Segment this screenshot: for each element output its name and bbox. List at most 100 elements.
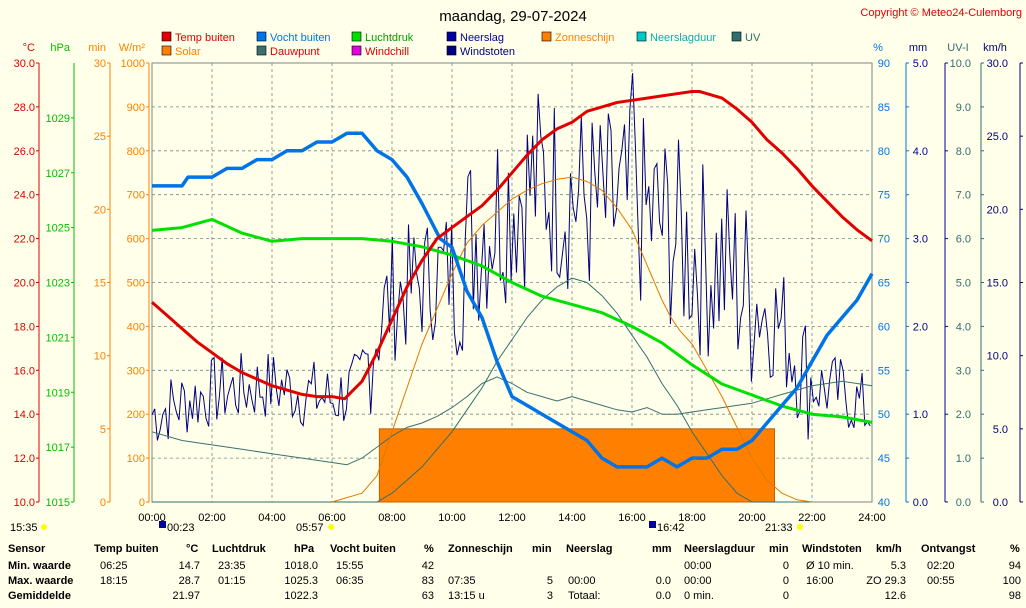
x-tick-label: 10:00: [438, 512, 466, 524]
temp-axis-tick-label: 14.0: [14, 409, 35, 421]
header-pressure: Luchtdruk: [212, 543, 266, 555]
series-luchtdruk: [151, 217, 873, 424]
legend-label: Windstoten: [460, 46, 515, 58]
series-solar: [331, 176, 813, 503]
legend-label: Zonneschijn: [555, 32, 614, 44]
x-tick-label: 00:00: [138, 512, 166, 524]
pressure-axis-tick-label: 1025: [46, 223, 70, 235]
moonrise-icon: [159, 521, 166, 528]
sun-axis-tick-label: 30: [94, 58, 106, 70]
stat-temp-time: 18:15: [100, 575, 128, 587]
legend-swatch: [161, 45, 172, 56]
sun-axis-tick-label: 15: [94, 278, 106, 290]
pressure-axis-tick-label: 1027: [46, 168, 70, 180]
series-uv: [152, 277, 812, 503]
humidity-axis-tick-label: 60: [878, 321, 890, 333]
solar-axis-tick-label: 0: [139, 497, 145, 509]
rain-axis-tick-label: 0.0: [913, 497, 928, 509]
uv-axis-tick-label: 5.0: [956, 278, 971, 290]
header-pressure-unit: hPa: [294, 543, 315, 555]
stat-gusts-val: 5.3: [890, 560, 906, 572]
x-tick-label: 06:00: [318, 512, 346, 524]
legend-swatch: [541, 31, 552, 42]
stat-dew-val: 98: [1008, 590, 1021, 602]
legend-label: Windchill: [365, 46, 409, 58]
pressure-axis-unit: hPa: [50, 42, 70, 54]
header-rainduration: Neerslagduur: [684, 543, 755, 555]
stat-temp-time: 06:25: [100, 560, 128, 572]
humidity-axis-tick-label: 40: [878, 497, 890, 509]
wind-axis-tick-label: 10.0: [987, 351, 1008, 363]
uv-axis-tick-label: 8.0: [956, 146, 971, 158]
uv-axis-tick-label: 6.0: [956, 234, 971, 246]
sunrise-time: 05:57: [296, 522, 324, 534]
temp-axis-tick-label: 28.0: [14, 102, 35, 114]
stat-pressure-val: 1025.3: [284, 575, 318, 587]
legend-label: Temp buiten: [175, 32, 235, 44]
uv-axis-tick-label: 3.0: [956, 365, 971, 377]
copyright-text: Copyright © Meteo24-Culemborg: [860, 7, 1022, 19]
legend-swatch: [256, 45, 267, 56]
sunset-time: 21:33: [765, 522, 793, 534]
sun-axis-tick-label: 5: [100, 424, 106, 436]
legend-label: Luchtdruk: [365, 32, 414, 44]
header-gusts-unit: km/h: [876, 543, 902, 555]
sun-axis-tick-label: 20: [94, 204, 106, 216]
uv-axis-tick-label: 1.0: [956, 453, 971, 465]
x-tick-label: 14:00: [558, 512, 586, 524]
temp-axis-tick-label: 24.0: [14, 190, 35, 202]
stat-rain-time: Totaal:: [568, 590, 601, 602]
stat-gusts-time: Ø 10 min.: [806, 560, 854, 572]
x-tick-label: 12:00: [498, 512, 526, 524]
sunset-icon: [797, 524, 803, 530]
stat-pressure-val: 1022.3: [284, 590, 318, 602]
stat-sun-val: 5: [546, 575, 553, 587]
solar-axis-tick-label: 1000: [121, 58, 145, 70]
chart-title: maandag, 29-07-2024: [439, 8, 587, 25]
statistics-table: Sensor Temp buiten °C Luchtdruk hPa Voch…: [0, 540, 1026, 608]
uv-axis-tick-label: 10.0: [950, 58, 971, 70]
stat-gusts-val: 12.6: [884, 590, 906, 602]
legend-label: UV: [745, 32, 761, 44]
sun-axis-unit: min: [88, 42, 106, 54]
legend-swatch: [636, 31, 647, 42]
humidity-axis-tick-label: 50: [878, 409, 890, 421]
stat-pressure-time: 01:15: [218, 575, 246, 587]
rain-axis-tick-label: 1.0: [913, 409, 928, 421]
header-humidity: Vocht buiten: [330, 543, 396, 555]
solar-axis-tick-label: 600: [127, 234, 145, 246]
stat-sun-val: 3: [546, 590, 553, 602]
legend-swatch: [446, 45, 457, 56]
stat-rd-time: 00:00: [684, 560, 712, 572]
header-temp-unit: °C: [186, 543, 199, 555]
humidity-axis-tick-label: 85: [878, 102, 890, 114]
stat-pressure-val: 1018.0: [284, 560, 318, 572]
stat-temp-val: 28.7: [178, 575, 200, 587]
sunshine-bar: [378, 428, 775, 503]
stat-label: Max. waarde: [8, 575, 74, 587]
legend-swatch: [351, 31, 362, 42]
stat-humidity-val: 63: [421, 590, 434, 602]
temp-axis-tick-label: 18.0: [14, 321, 35, 333]
weather-chart: maandag, 29-07-2024 Copyright © Meteo24-C…: [10, 7, 1023, 534]
stat-humidity-val: 42: [421, 560, 434, 572]
legend-label: Dauwpunt: [270, 46, 320, 58]
x-tick-label: 18:00: [678, 512, 706, 524]
rain-axis-tick-label: 5.0: [913, 58, 928, 70]
temp-axis-tick-label: 30.0: [14, 58, 35, 70]
wind-axis-tick-label: 0.0: [993, 497, 1008, 509]
solar-axis-tick-label: 100: [127, 453, 145, 465]
pressure-axis-tick-label: 1019: [46, 387, 70, 399]
sun-axis-tick-label: 10: [94, 351, 106, 363]
stat-dew-val: 94: [1008, 560, 1021, 572]
stat-rd-val: 0: [782, 575, 789, 587]
wind-axis-tick-label: 20.0: [987, 204, 1008, 216]
pressure-axis-tick-label: 1023: [46, 278, 70, 290]
header-rainduration-unit: min: [769, 543, 789, 555]
stat-rd-val: 0: [782, 590, 789, 602]
wind-axis-tick-label: 30.0: [987, 58, 1008, 70]
legend: Temp buiten Vocht buiten Luchtdruk Neerslag…: [161, 31, 761, 58]
x-tick-label: 24:00: [858, 512, 886, 524]
header-humidity-unit: %: [424, 543, 434, 555]
